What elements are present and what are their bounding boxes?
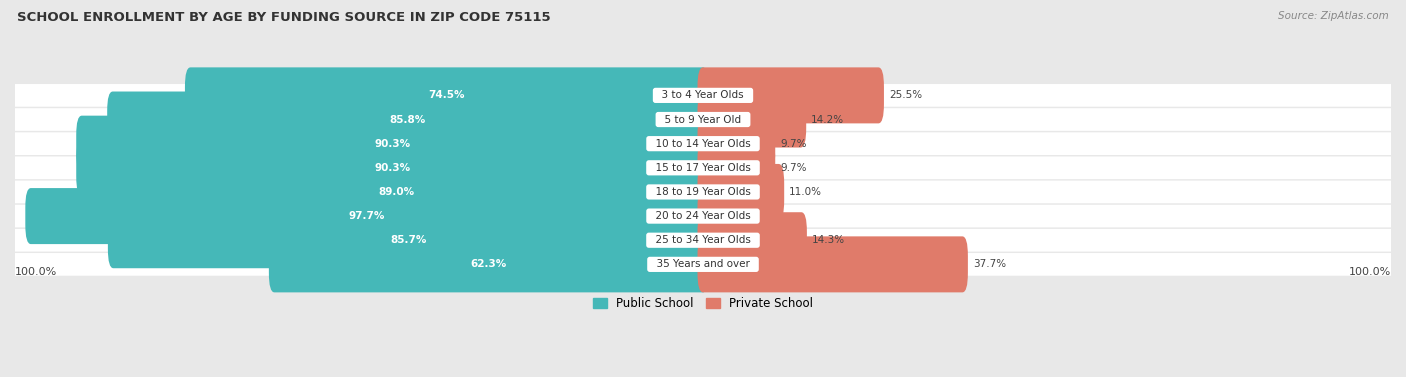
FancyBboxPatch shape bbox=[15, 229, 1391, 251]
Text: 97.7%: 97.7% bbox=[349, 211, 385, 221]
Text: 20 to 24 Year Olds: 20 to 24 Year Olds bbox=[650, 211, 756, 221]
FancyBboxPatch shape bbox=[107, 92, 709, 147]
Text: 90.3%: 90.3% bbox=[374, 163, 411, 173]
Text: 10 to 14 Year Olds: 10 to 14 Year Olds bbox=[650, 139, 756, 149]
Text: 90.3%: 90.3% bbox=[374, 139, 411, 149]
FancyBboxPatch shape bbox=[108, 212, 709, 268]
Legend: Public School, Private School: Public School, Private School bbox=[588, 292, 818, 315]
Text: SCHOOL ENROLLMENT BY AGE BY FUNDING SOURCE IN ZIP CODE 75115: SCHOOL ENROLLMENT BY AGE BY FUNDING SOUR… bbox=[17, 11, 551, 24]
FancyBboxPatch shape bbox=[697, 212, 807, 268]
FancyBboxPatch shape bbox=[15, 205, 1391, 227]
FancyBboxPatch shape bbox=[15, 156, 1391, 179]
Text: 2.4%: 2.4% bbox=[730, 211, 756, 221]
Text: Source: ZipAtlas.com: Source: ZipAtlas.com bbox=[1278, 11, 1389, 21]
FancyBboxPatch shape bbox=[15, 108, 1391, 131]
Text: 62.3%: 62.3% bbox=[471, 259, 506, 270]
Text: 89.0%: 89.0% bbox=[378, 187, 415, 197]
Text: 14.2%: 14.2% bbox=[811, 115, 844, 124]
Text: 15 to 17 Year Olds: 15 to 17 Year Olds bbox=[648, 163, 758, 173]
Text: 25 to 34 Year Olds: 25 to 34 Year Olds bbox=[648, 235, 758, 245]
Text: 5 to 9 Year Old: 5 to 9 Year Old bbox=[658, 115, 748, 124]
Text: 35 Years and over: 35 Years and over bbox=[650, 259, 756, 270]
FancyBboxPatch shape bbox=[697, 164, 785, 220]
FancyBboxPatch shape bbox=[76, 116, 709, 172]
FancyBboxPatch shape bbox=[697, 67, 884, 123]
Text: 85.7%: 85.7% bbox=[389, 235, 426, 245]
FancyBboxPatch shape bbox=[697, 140, 775, 196]
FancyBboxPatch shape bbox=[15, 132, 1391, 155]
Text: 18 to 19 Year Olds: 18 to 19 Year Olds bbox=[648, 187, 758, 197]
Text: 11.0%: 11.0% bbox=[789, 187, 823, 197]
Text: 85.8%: 85.8% bbox=[389, 115, 426, 124]
Text: 100.0%: 100.0% bbox=[1348, 267, 1391, 277]
Text: 37.7%: 37.7% bbox=[973, 259, 1005, 270]
Text: 74.5%: 74.5% bbox=[429, 90, 465, 100]
FancyBboxPatch shape bbox=[25, 188, 709, 244]
FancyBboxPatch shape bbox=[86, 164, 709, 220]
FancyBboxPatch shape bbox=[697, 188, 725, 244]
FancyBboxPatch shape bbox=[697, 236, 967, 293]
Text: 9.7%: 9.7% bbox=[780, 139, 807, 149]
Text: 14.3%: 14.3% bbox=[811, 235, 845, 245]
Text: 100.0%: 100.0% bbox=[15, 267, 58, 277]
FancyBboxPatch shape bbox=[186, 67, 709, 123]
Text: 25.5%: 25.5% bbox=[889, 90, 922, 100]
FancyBboxPatch shape bbox=[697, 92, 806, 147]
FancyBboxPatch shape bbox=[697, 116, 775, 172]
FancyBboxPatch shape bbox=[15, 181, 1391, 203]
Text: 9.7%: 9.7% bbox=[780, 163, 807, 173]
FancyBboxPatch shape bbox=[15, 253, 1391, 276]
FancyBboxPatch shape bbox=[76, 140, 709, 196]
FancyBboxPatch shape bbox=[269, 236, 709, 293]
Text: 3 to 4 Year Olds: 3 to 4 Year Olds bbox=[655, 90, 751, 100]
FancyBboxPatch shape bbox=[15, 84, 1391, 107]
